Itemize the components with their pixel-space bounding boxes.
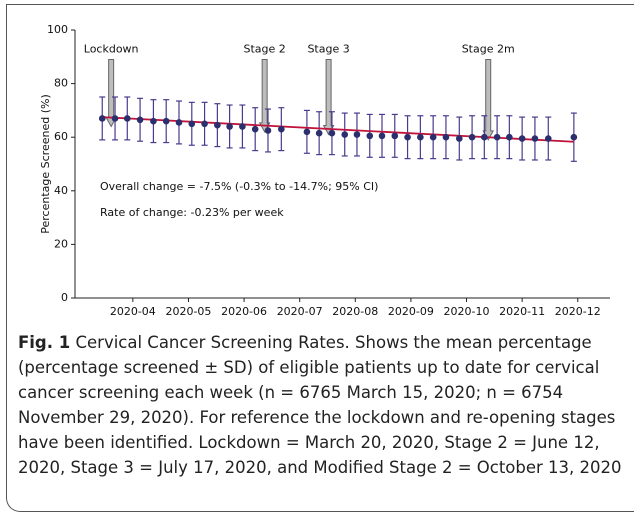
point [315,129,323,137]
point [544,135,552,142]
point [429,133,437,141]
x-tick-label: 2020-10 [444,305,490,315]
point [531,135,539,142]
point [136,116,144,124]
point [570,133,578,141]
point [468,133,476,141]
point [214,121,221,129]
chart: Percentage Screened (%) Overall change =… [39,23,610,315]
x-tick-label: 2020-04 [110,305,156,315]
point [378,132,386,140]
event-label: Stage 3 [307,42,349,55]
point [278,125,285,133]
point [328,129,336,137]
point [264,127,272,134]
figure-frame [6,4,634,512]
trend-line [102,116,574,143]
x-tick-label: 2020-06 [221,305,267,315]
point [391,132,399,140]
point [201,120,208,128]
point [162,117,170,125]
point [239,123,246,130]
point [150,117,157,125]
annotation: Overall change = -7.5% (-0.3% to -14.7%;… [100,180,378,193]
y-tick-label: 60 [54,130,68,143]
x-tick-label: 2020-09 [388,305,434,315]
point [111,115,119,122]
y-tick-label: 20 [54,237,68,250]
y-axis-label: Percentage Screened (%) [39,94,52,233]
point [518,135,526,142]
point [175,119,183,126]
point [455,135,463,142]
y-tick-label: 40 [54,184,68,197]
point [481,133,488,141]
point [226,123,233,130]
x-tick-label: 2020-11 [499,305,545,315]
x-tick-label: 2020-07 [277,305,323,315]
point [341,131,349,138]
point [303,128,311,136]
x-tick-label: 2020-08 [332,305,378,315]
x-tick-label: 2020-12 [555,305,601,315]
point [404,133,411,141]
event-label: Stage 2m [462,42,515,55]
point [366,132,374,140]
point [493,133,501,141]
caption-text: Cervical Cancer Screening Rates. Shows t… [18,333,622,477]
point [353,131,361,138]
point [188,120,196,128]
point [123,115,131,122]
event-label: Lockdown [84,42,139,55]
point [98,115,106,122]
point [442,133,450,141]
caption: Fig. 1 Cervical Cancer Screening Rates. … [18,330,626,480]
event-arrow [482,58,495,141]
x-tick-label: 2020-05 [165,305,211,315]
annotation: Rate of change: -0.23% per week [100,206,284,219]
event-label: Stage 2 [244,42,286,55]
y-tick-label: 0 [61,291,68,304]
y-tick-label: 80 [54,77,68,90]
point [417,133,424,141]
y-tick-label: 100 [47,23,68,36]
caption-label: Fig. 1 [18,333,71,352]
point [506,133,513,141]
point [251,125,259,133]
